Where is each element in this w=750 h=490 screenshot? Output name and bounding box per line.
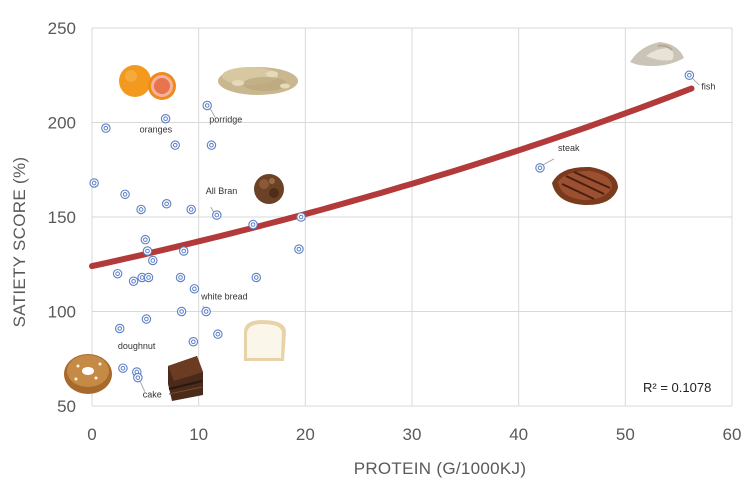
r-squared-label: R² = 0.1078: [643, 380, 711, 395]
data-point: [202, 100, 212, 111]
data-point: [296, 212, 306, 222]
x-tick-label: 0: [87, 425, 96, 444]
data-point: [201, 306, 211, 317]
grid: [91, 27, 733, 407]
annotation-leader: [542, 158, 555, 166]
data-point: [118, 363, 128, 373]
y-tick-label: 100: [48, 303, 76, 322]
data-point: [143, 272, 154, 283]
all-bran-image: [254, 174, 284, 204]
data-points: [89, 70, 695, 383]
x-tick-label: 60: [723, 425, 742, 444]
data-point: [136, 204, 146, 215]
annotation-label: porridge: [209, 114, 242, 124]
data-point: [189, 284, 200, 294]
x-axis-title: PROTEIN (G/1000KJ): [354, 459, 527, 478]
data-point: [133, 372, 143, 383]
x-tick-label: 10: [189, 425, 208, 444]
data-point: [175, 272, 186, 283]
food-illustrations: [64, 42, 684, 401]
y-tick-label: 50: [57, 397, 76, 416]
data-point: [684, 70, 695, 81]
fish-image: [630, 42, 684, 66]
white-bread-image: [244, 320, 286, 361]
data-point: [140, 234, 151, 245]
porridge-image: [218, 67, 298, 95]
data-point: [161, 199, 172, 209]
y-axis-title: SATIETY SCORE (%): [10, 157, 29, 328]
y-tick-label: 150: [48, 208, 76, 227]
data-point: [141, 314, 152, 324]
data-point: [294, 244, 304, 254]
data-point: [148, 255, 158, 266]
x-tick-label: 40: [509, 425, 528, 444]
data-point: [89, 178, 99, 188]
x-tick-label: 20: [296, 425, 315, 444]
cake-image: [168, 356, 203, 401]
data-point: [170, 140, 180, 150]
annotation-label: fish: [701, 81, 715, 91]
y-tick-label: 200: [48, 114, 76, 133]
y-tick-label: 250: [48, 19, 76, 38]
data-point: [212, 210, 222, 220]
data-point: [206, 140, 217, 150]
data-point: [160, 113, 171, 124]
data-point: [114, 323, 125, 334]
data-point: [176, 306, 187, 317]
annotation-label: white bread: [200, 292, 248, 302]
data-point: [112, 268, 123, 279]
annotation-label: doughnut: [118, 341, 156, 351]
trendline: [89, 85, 695, 270]
data-point: [535, 163, 545, 173]
x-axis-ticks: 0 10 20 30 40 50 60: [87, 425, 741, 444]
annotation-leader: [209, 108, 216, 118]
x-tick-label: 50: [616, 425, 635, 444]
annotation-label: oranges: [140, 125, 173, 135]
data-point: [101, 123, 111, 133]
doughnut-image: [64, 354, 112, 394]
annotation-leader: [692, 77, 700, 86]
data-point: [178, 246, 189, 256]
data-point: [186, 204, 196, 215]
oranges-image: [119, 65, 176, 100]
annotation-leader: [139, 380, 146, 392]
data-point: [188, 336, 199, 347]
data-point: [120, 189, 130, 200]
annotation-label: cake: [143, 390, 162, 400]
data-point: [128, 276, 139, 287]
annotations: oranges porridge All Bran white bread doughn…: [118, 77, 715, 400]
data-point: [248, 219, 258, 230]
annotation-leader: [210, 206, 215, 213]
data-point: [213, 329, 223, 339]
y-axis-ticks: 50 100 150 200 250: [48, 19, 76, 416]
data-point: [251, 272, 262, 283]
annotation-label: All Bran: [206, 186, 238, 196]
trendline-path: [89, 85, 695, 270]
data-point: [142, 246, 153, 256]
steak-image: [552, 166, 618, 206]
x-tick-label: 30: [403, 425, 422, 444]
annotation-label: steak: [558, 143, 580, 153]
